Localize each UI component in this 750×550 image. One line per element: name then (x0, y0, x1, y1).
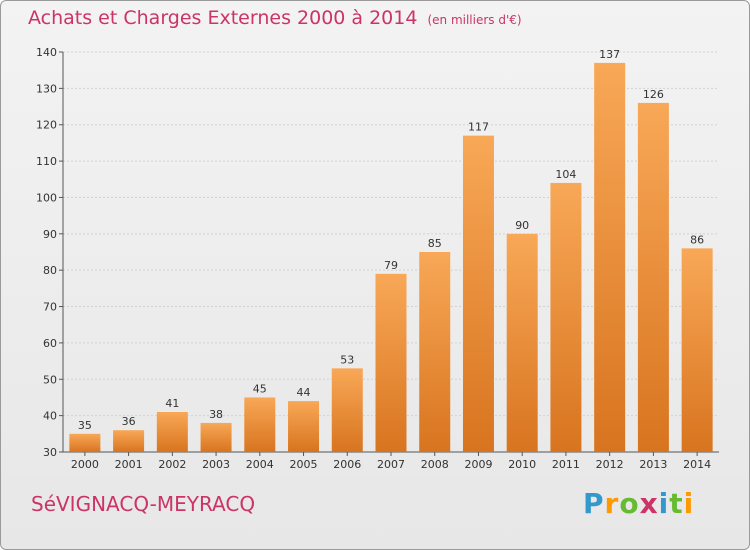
logo-letter: o (619, 487, 640, 520)
y-tick-label: 30 (43, 446, 57, 459)
data-label-2001: 36 (122, 415, 136, 428)
bar-2008 (419, 252, 451, 452)
data-label-2014: 86 (690, 233, 704, 246)
y-tick-label: 90 (43, 228, 57, 241)
bar-2002 (156, 412, 188, 452)
logo-letter: r (604, 487, 620, 520)
y-tick-label: 40 (43, 410, 57, 423)
bar-2010 (506, 233, 538, 452)
data-label-2006: 53 (340, 353, 354, 366)
bar-2012 (594, 62, 626, 453)
data-label-2000: 35 (78, 419, 92, 432)
logo-letter: x (639, 487, 659, 520)
logo-letter: i (683, 487, 695, 520)
x-tick-label-2010: 2010 (508, 458, 536, 471)
proxiti-logo[interactable]: Proxiti (583, 487, 694, 520)
y-tick-label: 100 (36, 191, 57, 204)
data-labels: 35 36 41 38 45 44 53 79 85 117 90 104 137 126 86 (78, 48, 704, 432)
logo-letter: t (669, 487, 684, 520)
bar-2013 (637, 102, 669, 452)
bar-2005 (288, 401, 320, 452)
y-axis-ticks: 30 40 50 60 70 80 90 100 110 120 130 140 (36, 46, 63, 459)
y-tick-label: 50 (43, 373, 57, 386)
logo-letter: P (583, 487, 605, 520)
x-tick-label-2001: 2001 (115, 458, 143, 471)
bar-2007 (375, 273, 407, 452)
y-tick-label: 140 (36, 46, 57, 59)
y-tick-label: 80 (43, 264, 57, 277)
data-label-2009: 117 (468, 121, 489, 134)
data-label-2012: 137 (599, 48, 620, 61)
y-tick-label: 110 (36, 155, 57, 168)
x-tick-label-2002: 2002 (158, 458, 186, 471)
x-tick-label-2011: 2011 (552, 458, 580, 471)
data-label-2010: 90 (515, 219, 529, 232)
x-tick-label-2000: 2000 (71, 458, 99, 471)
bar-2003 (200, 422, 232, 452)
bar-2000 (69, 433, 101, 452)
bar-2009 (462, 135, 494, 453)
x-tick-label-2007: 2007 (377, 458, 405, 471)
data-label-2003: 38 (209, 408, 223, 421)
bar-2014 (681, 248, 713, 452)
title-text: Achats et Charges Externes 2000 à 2014 (28, 7, 418, 29)
y-tick-label: 130 (36, 82, 57, 95)
x-axis-ticks: 2000 2001 2002 2003 2004 2005 2006 2007 2008 2009… (71, 452, 711, 471)
x-tick-label-2014: 2014 (683, 458, 711, 471)
x-tick-label-2009: 2009 (464, 458, 492, 471)
chart-title: Achats et Charges Externes 2000 à 2014 (e… (28, 7, 522, 29)
x-tick-label-2012: 2012 (596, 458, 624, 471)
logo-letter: i (658, 487, 670, 520)
data-label-2002: 41 (165, 397, 179, 410)
data-label-2005: 44 (297, 386, 311, 399)
data-label-2011: 104 (555, 168, 576, 181)
x-tick-label-2004: 2004 (246, 458, 274, 471)
x-tick-label-2013: 2013 (639, 458, 667, 471)
bars (69, 62, 713, 453)
y-tick-label: 120 (36, 119, 57, 132)
y-tick-label: 70 (43, 301, 57, 314)
data-label-2004: 45 (253, 382, 267, 395)
x-tick-label-2006: 2006 (333, 458, 361, 471)
data-label-2007: 79 (384, 259, 398, 272)
bar-2011 (550, 182, 582, 452)
x-tick-label-2005: 2005 (290, 458, 318, 471)
y-tick-label: 60 (43, 337, 57, 350)
x-tick-label-2008: 2008 (421, 458, 449, 471)
bar-2004 (244, 397, 276, 452)
data-label-2013: 126 (643, 88, 664, 101)
data-label-2008: 85 (428, 237, 442, 250)
x-tick-label-2003: 2003 (202, 458, 230, 471)
unit-label: (en milliers d'€) (427, 13, 522, 27)
commune-name: SéVIGNACQ-MEYRACQ (31, 492, 256, 516)
bar-2001 (113, 430, 145, 452)
bar-2006 (331, 368, 363, 452)
